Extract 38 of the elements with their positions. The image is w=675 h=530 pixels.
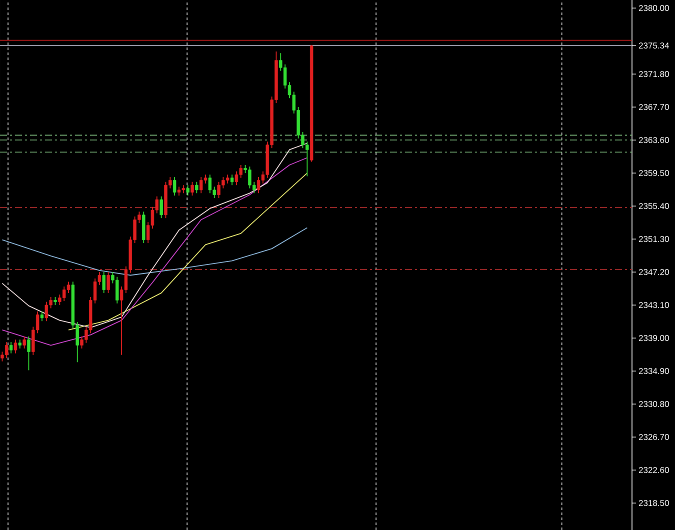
candlestick [234,170,238,186]
y-tick-label: 2367.70 [638,104,669,110]
y-tick-label: 2359.50 [638,170,669,176]
candlestick [102,272,106,294]
candlestick [230,174,234,186]
candlestick [14,339,18,354]
y-tick-label: 2363.60 [638,137,669,144]
y-tick-label: 2355.40 [638,203,669,210]
candlestick [208,174,212,194]
y-tick-label: 2343.10 [638,302,669,308]
y-tick-label: 2375.34 [638,42,670,49]
candlestick [256,176,260,194]
candlestick [186,184,190,196]
y-tick-label: 2380.00 [638,5,669,12]
candlestick [22,336,26,349]
y-tick-label: 2371.80 [638,71,669,78]
candlestick [190,181,194,196]
candlestick [44,301,48,322]
y-tick-label: 2351.30 [638,236,669,242]
candlestick [172,176,176,196]
y-tick-label: 2330.80 [638,401,669,408]
candlestick [40,311,44,322]
candlestick [195,181,198,194]
line-series [2,227,308,276]
y-tick-label: 2347.20 [638,269,669,276]
y-tick-label: 2326.70 [638,434,669,440]
y-tick-label: 2322.60 [638,467,669,474]
line-series [68,172,308,330]
candlestick [160,196,163,219]
y-tick-label: 2334.90 [638,368,669,374]
line-series [2,142,308,328]
line-series [2,157,308,346]
y-tick-label: 2339.00 [638,335,669,342]
y-tick-label: 2318.50 [638,500,669,506]
candlestick [27,336,30,371]
candlestick [62,286,66,302]
candlestick [9,342,13,354]
candlestick [106,272,110,294]
